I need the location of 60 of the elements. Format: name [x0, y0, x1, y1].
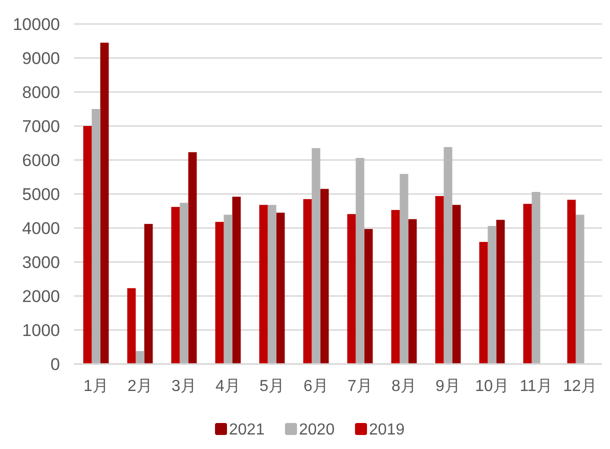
bar	[171, 206, 180, 364]
bar	[92, 109, 100, 364]
bar	[532, 192, 540, 364]
x-tick-label: 3月	[172, 378, 196, 395]
bar	[144, 224, 153, 364]
x-tick-label: 7月	[348, 378, 372, 395]
bar	[83, 126, 92, 364]
y-tick-label: 2000	[22, 286, 60, 306]
bar	[452, 204, 461, 364]
bar	[444, 147, 452, 364]
x-tick-label: 5月	[260, 378, 284, 395]
bar	[576, 214, 584, 364]
x-tick-label: 12月	[563, 378, 597, 395]
bar	[312, 148, 320, 364]
bar	[408, 219, 417, 364]
x-tick-label: 11月	[520, 378, 552, 395]
x-tick-label: 8月	[392, 378, 416, 395]
bar	[224, 214, 232, 364]
y-tick-label: 9000	[22, 48, 60, 68]
bar	[391, 210, 400, 364]
y-tick-label: 6000	[22, 150, 60, 170]
bar	[268, 204, 276, 364]
bar	[347, 214, 356, 364]
bar	[259, 204, 268, 364]
bar	[479, 242, 488, 364]
bar	[100, 42, 109, 364]
x-tick-label: 4月	[216, 378, 240, 395]
x-tick-label: 10月	[475, 378, 509, 395]
bar	[567, 200, 576, 364]
bar	[496, 220, 505, 364]
bar	[364, 229, 373, 364]
y-tick-label: 0	[50, 354, 60, 374]
x-tick-label: 1月	[84, 378, 108, 395]
y-tick-label: 7000	[22, 116, 60, 136]
legend-label: 2021	[229, 422, 265, 439]
bar	[215, 222, 224, 364]
y-tick-label: 8000	[22, 82, 60, 102]
bar	[523, 204, 532, 364]
y-tick-label: 3000	[22, 252, 60, 272]
y-tick-label: 10000	[12, 14, 60, 34]
legend-label: 2019	[369, 422, 405, 439]
x-tick-label: 6月	[304, 378, 328, 395]
bar	[180, 202, 188, 364]
x-tick-label: 9月	[436, 378, 460, 395]
bar	[320, 188, 329, 364]
bar	[232, 196, 241, 364]
bar	[127, 288, 136, 364]
y-tick-label: 1000	[22, 320, 60, 340]
bar	[400, 174, 408, 364]
legend-label: 2020	[299, 422, 335, 439]
bar	[435, 196, 444, 364]
bar	[488, 226, 496, 364]
bar	[136, 351, 144, 364]
y-tick-label: 5000	[22, 184, 60, 204]
x-tick-label: 2月	[128, 378, 152, 395]
bar	[188, 152, 197, 364]
y-tick-label: 4000	[22, 218, 60, 238]
bar	[356, 158, 364, 364]
bar	[276, 212, 285, 364]
bar	[303, 199, 312, 364]
